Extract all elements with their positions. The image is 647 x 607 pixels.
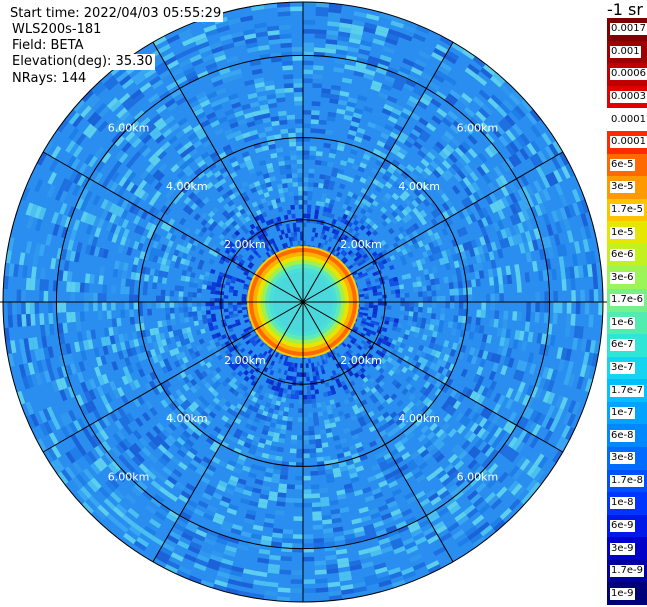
colorbar-level-label: 1.7e-9 <box>610 565 645 578</box>
colorbar-level-label: 1e-6 <box>610 316 635 329</box>
azimuth-spoke <box>42 151 304 303</box>
range-ring-label: 2.00km <box>224 238 266 251</box>
colorbar-level-label: 3e-9 <box>610 542 635 555</box>
azimuth-spoke <box>302 301 454 563</box>
start-time-label: Start time: 2022/04/03 05:55:29 <box>8 6 224 22</box>
range-ring-label: 4.00km <box>166 180 208 193</box>
colorbar-level-label: 1e-8 <box>610 497 635 510</box>
ppi-display: 2.00km 2.00km 2.00km 2.00km 4.00km 4.00km 4.00… <box>0 1 607 603</box>
colorbar-level-label: 1.7e-7 <box>610 384 645 397</box>
azimuth-spoke <box>302 41 454 303</box>
range-grid <box>0 1 607 603</box>
range-labels: 2.00km 2.00km 2.00km 2.00km 4.00km 4.00km 4.00… <box>108 122 498 484</box>
azimuth-spoke <box>152 41 304 303</box>
colorbar-level-label: 0.0003 <box>610 91 647 103</box>
colorbar-level-label: 3e-7 <box>610 361 635 374</box>
colorbar-level-label: 1e-9 <box>610 587 635 600</box>
instrument-label: WLS200s-181 <box>10 22 104 38</box>
range-ring-label: 6.00km <box>108 122 150 135</box>
colorbar-level-label: 0.0017 <box>610 23 647 36</box>
colorbar-level-label: 0.001 <box>610 45 641 58</box>
colorbar-level-label: 6e-8 <box>610 429 635 442</box>
colorbar-level-label: 3e-6 <box>610 271 635 284</box>
range-ring-label: 4.00km <box>398 180 440 193</box>
colorbar-level-label: 0.0006 <box>610 68 647 81</box>
colorbar-level-label: 1e-5 <box>610 226 635 239</box>
azimuth-spoke <box>302 301 564 453</box>
range-ring-label: 4.00km <box>398 412 440 425</box>
azimuth-spoke <box>42 301 304 453</box>
colorbar-level-label: 1.7e-8 <box>610 474 645 487</box>
colorbar-level-label: 0.0001 <box>610 136 647 149</box>
colorbar-level-label: 3e-5 <box>610 181 635 194</box>
range-ring-label: 4.00km <box>166 412 208 425</box>
colorbar-level-label: 6e-6 <box>610 249 635 262</box>
range-ring-label: 6.00km <box>108 470 150 483</box>
range-ring-label: 6.00km <box>457 122 499 135</box>
colorbar-level-label: 6e-5 <box>610 158 635 171</box>
azimuth-spoke <box>152 301 304 563</box>
colorbar-unit-label: -1 sr <box>607 0 643 19</box>
range-ring-label: 2.00km <box>224 354 266 367</box>
range-ring-label: 2.00km <box>340 238 382 251</box>
field-label: Field: BETA <box>10 38 86 54</box>
colorbar: 0.0017 0.001 0.0006 0.0003 0.00017 0.0001 6e-5… <box>607 18 647 606</box>
range-ring-label: 2.00km <box>340 354 382 367</box>
range-ring-label: 6.00km <box>457 470 499 483</box>
colorbar-level-label: 0.00017 <box>610 113 647 126</box>
colorbar-level-label: 6e-9 <box>610 520 635 532</box>
colorbar-level-label: 1.7e-5 <box>610 203 645 216</box>
elevation-label: Elevation(deg): 35.30 <box>10 54 155 70</box>
colorbar-level-label: 1.7e-6 <box>610 294 645 307</box>
azimuth-spoke <box>302 151 564 303</box>
colorbar-level-label: 1e-7 <box>610 407 635 420</box>
colorbar-level-label: 3e-8 <box>610 452 635 465</box>
nrays-label: NRays: 144 <box>10 71 89 87</box>
colorbar-level-label: 6e-7 <box>610 339 635 352</box>
